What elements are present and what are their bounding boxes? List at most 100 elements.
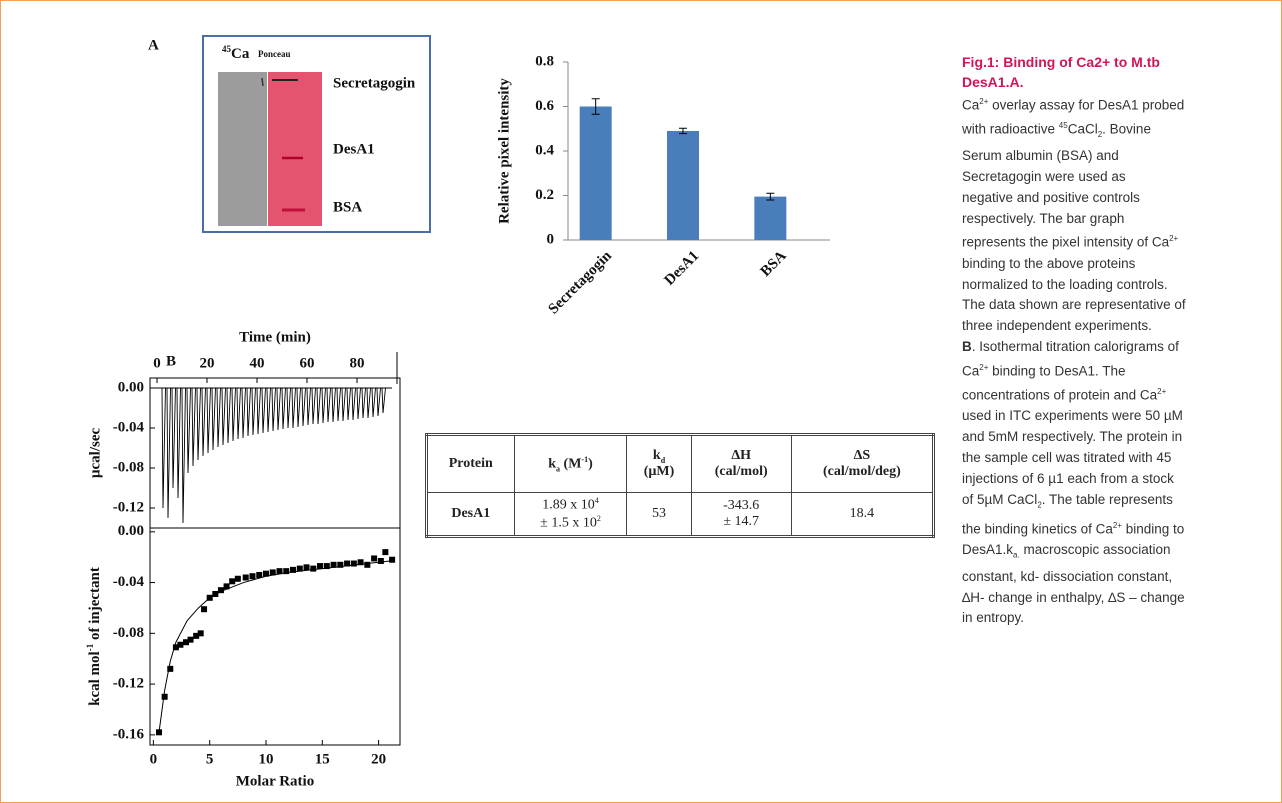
bar <box>579 106 612 240</box>
data-point <box>172 644 179 651</box>
injection-peak <box>166 387 171 519</box>
band-label: DesA1 <box>333 141 375 157</box>
text-run: normalized to the loading controls. <box>962 276 1168 292</box>
text-run: represents the pixel intensity of Ca <box>962 234 1170 250</box>
text-run: ΔS <box>853 448 871 463</box>
y-tick-label: 0.2 <box>535 187 554 203</box>
text-run: binding to the above proteins <box>962 255 1136 271</box>
text-run: 45 <box>1058 121 1068 131</box>
x-tick-label: 5 <box>206 751 214 767</box>
injection-peak <box>346 387 351 421</box>
injection-peak <box>306 387 311 426</box>
cell-line: ΔS <box>796 448 928 464</box>
text-run: CaCl <box>1067 121 1098 137</box>
data-point <box>217 587 224 594</box>
text-run: Protein <box>448 456 493 471</box>
cell-line: ka (M-1) <box>519 455 623 473</box>
cell-line: 53 <box>631 506 686 522</box>
table-cell: ΔS (cal/mol/deg) <box>790 434 935 493</box>
caption-title: DesA1.A. <box>962 72 1262 92</box>
caption-line: normalized to the loading controls. <box>962 275 1262 296</box>
x-tick-label: 60 <box>300 355 315 371</box>
y-tick-label: -0.12 <box>113 499 144 515</box>
cell-line: 18.4 <box>796 506 928 522</box>
caption-line: constant, kd- dissociation constant, <box>962 567 1262 588</box>
injection-peak <box>181 387 186 524</box>
x-tick-label: 10 <box>258 751 273 767</box>
injection-peak <box>196 387 201 461</box>
data-point <box>183 639 190 646</box>
table-cell: Protein <box>426 434 515 493</box>
text-run: . The table represents <box>1041 491 1173 507</box>
cell-line: (µM) <box>631 464 686 480</box>
text-run: . Isothermal titration calorigrams of <box>971 338 1179 354</box>
text-run: (µM) <box>643 464 675 480</box>
error-bar <box>679 127 687 135</box>
data-point <box>187 636 194 643</box>
injection-peak <box>186 387 191 474</box>
text-run: k <box>548 456 557 472</box>
data-point <box>317 563 324 570</box>
text-run: kcal mol <box>87 651 103 706</box>
y-tick-label: 0.00 <box>118 379 144 395</box>
blot-autoradiogram <box>218 72 267 226</box>
caption-line: Secretagogin were used as <box>962 167 1262 188</box>
table-row: DesA1 1.89 x 104 ± 1.5 x 102 53 -343.6 ± 14.7… <box>426 492 935 537</box>
caption-line: in entropy. <box>962 608 1262 629</box>
table-cell: ka (M-1) <box>513 434 628 493</box>
data-point <box>223 583 230 590</box>
caption-line: injections of 6 µ1 each from a stock <box>962 469 1262 490</box>
bar <box>667 130 699 240</box>
text-run: 2+ <box>1112 521 1122 531</box>
data-point <box>193 632 200 639</box>
table-cell: 1.89 x 104 ± 1.5 x 102 <box>513 492 628 537</box>
injection-peak <box>211 387 216 451</box>
text-run: in entropy. <box>962 610 1025 626</box>
text-run: Serum albumin (BSA) and <box>962 148 1119 164</box>
text-run: ∆H- change in enthalpy, ∆S – change <box>962 589 1185 605</box>
y-tick-label: -0.04 <box>113 574 145 590</box>
caption-line: with radioactive 45CaCl2. Bovine <box>962 116 1262 146</box>
data-point <box>167 665 174 672</box>
caption-line: The data shown are representative of <box>962 295 1262 316</box>
text-run: 1.89 x 10 <box>542 498 595 513</box>
text-run: -343.6 <box>723 498 760 513</box>
injection-peak <box>336 387 341 422</box>
x-tick-label: 80 <box>350 355 365 371</box>
text-run: Ca <box>962 363 980 379</box>
data-point <box>382 549 389 556</box>
caption-line: B. Isothermal titration calorigrams of <box>962 337 1262 358</box>
data-point <box>310 565 317 572</box>
text-run: a <box>556 464 561 474</box>
band-label: BSA <box>333 199 362 215</box>
x-tick-label: 20 <box>371 751 386 767</box>
caption-line: the sample cell was titrated with 45 <box>962 448 1262 469</box>
data-point <box>234 575 241 582</box>
injection-peak <box>331 387 336 423</box>
data-point <box>256 571 263 578</box>
y-tick-label: -0.08 <box>113 459 144 475</box>
injection-peak <box>261 387 266 434</box>
text-run: (M <box>560 456 582 472</box>
text-run: the binding kinetics of Ca <box>962 521 1113 537</box>
table-cell: 18.4 <box>790 492 935 537</box>
x-axis-label: Time (min) <box>239 329 311 345</box>
text-run: used in ITC experiments were 50 µM <box>962 408 1183 424</box>
text-run: k <box>652 447 661 463</box>
data-point <box>197 630 204 637</box>
injection-peak <box>236 387 241 440</box>
caption-line: Ca2+ binding to DesA1. The <box>962 358 1262 382</box>
text-run: 2+ <box>1157 387 1167 397</box>
text-run: 18.4 <box>849 506 875 521</box>
x-axis-label: Molar Ratio <box>236 773 314 789</box>
error-bar <box>766 192 775 201</box>
injection-peak <box>311 387 316 425</box>
x-tick-label: 0 <box>153 355 161 371</box>
data-point <box>377 557 384 564</box>
y-tick-label: -0.12 <box>113 676 144 692</box>
y-tick-label: -0.16 <box>113 726 145 742</box>
caption-line: of 5µM CaCl2. The table represents <box>962 490 1262 516</box>
band <box>261 77 264 87</box>
data-point <box>177 641 184 648</box>
